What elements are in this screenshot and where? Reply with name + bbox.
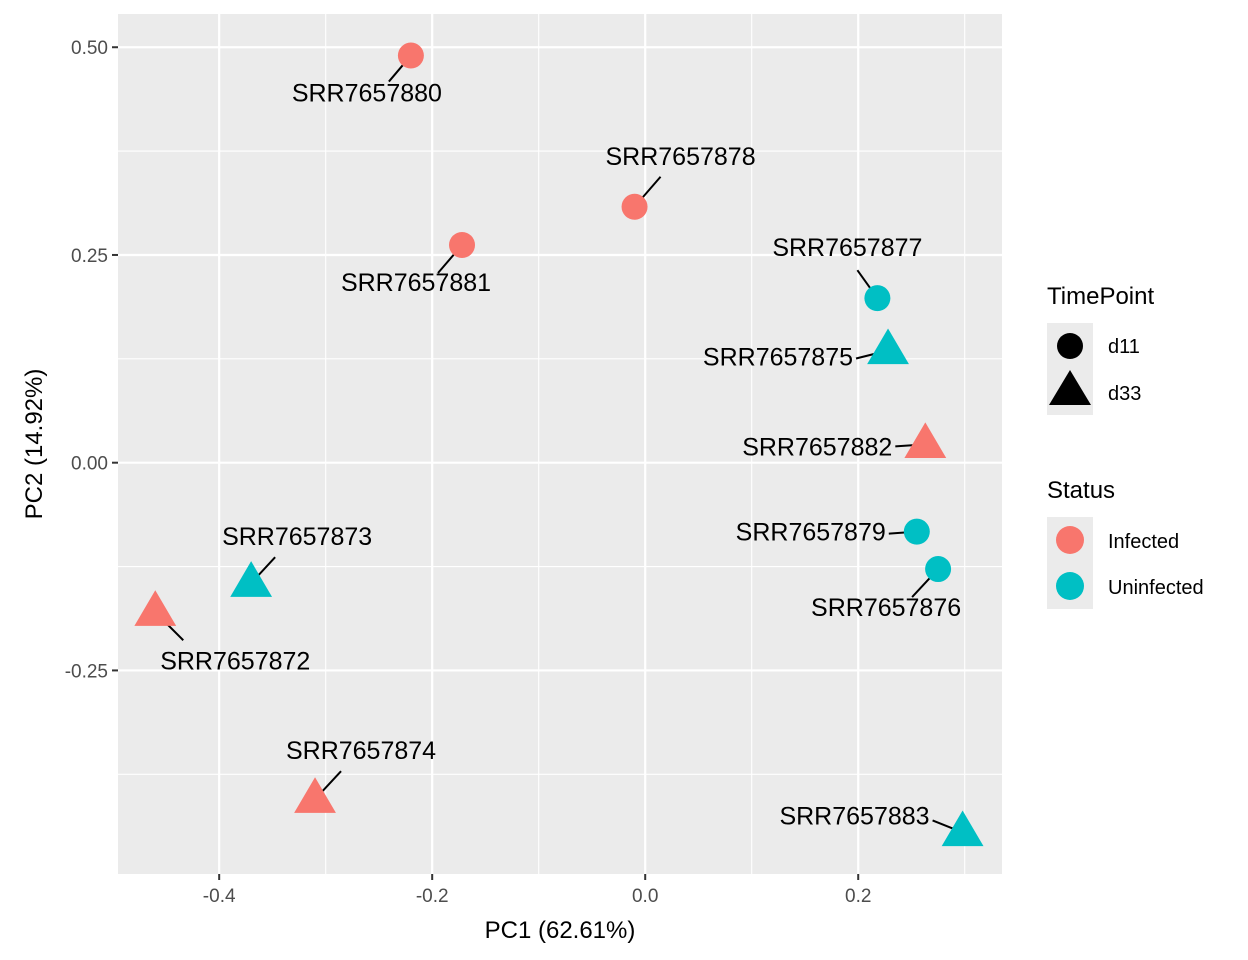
x-tick-label: -0.4 xyxy=(203,886,236,907)
x-tick-label: 0.2 xyxy=(845,886,871,907)
point-label: SRR7657879 xyxy=(736,519,886,547)
y-tick-label: 0.00 xyxy=(71,454,108,475)
x-tick-label: 0.0 xyxy=(632,886,658,907)
legend-key-circle xyxy=(1057,333,1083,359)
point-label: SRR7657880 xyxy=(292,80,442,108)
y-axis-title: PC2 (14.92%) xyxy=(21,369,48,520)
data-point-triangle xyxy=(941,810,984,847)
legend-label-uninfected: Uninfected xyxy=(1108,577,1204,599)
legend: TimePoint d11 d33 Status Infected Uninfected xyxy=(1047,283,1204,609)
data-points xyxy=(134,42,984,847)
data-point-circle xyxy=(903,518,930,545)
y-tick-label: 0.25 xyxy=(71,246,108,267)
legend-key-triangle xyxy=(1049,370,1091,405)
point-labels: SRR7657880 SRR7657878 SRR7657881 SRR7657877… xyxy=(160,80,961,831)
legend-key-uninfected xyxy=(1056,572,1084,600)
plot-panel xyxy=(118,14,1002,874)
major-grid xyxy=(118,14,1002,874)
legend-label-d33: d33 xyxy=(1108,383,1141,405)
data-point-circle xyxy=(449,231,476,258)
point-label: SRR7657883 xyxy=(779,802,929,830)
x-tick-label: -0.2 xyxy=(416,886,449,907)
data-point-triangle xyxy=(134,590,177,626)
legend-label-d11: d11 xyxy=(1108,336,1140,358)
point-label: SRR7657882 xyxy=(742,433,892,461)
y-tick-label: 0.50 xyxy=(71,38,108,59)
data-point-circle xyxy=(397,42,424,69)
data-point-triangle xyxy=(867,328,909,365)
data-point-triangle xyxy=(294,777,336,813)
data-point-triangle xyxy=(904,422,947,459)
x-axis: -0.4 -0.2 0.0 0.2 xyxy=(203,874,871,907)
point-label: SRR7657874 xyxy=(286,737,436,765)
legend-title-timepoint: TimePoint xyxy=(1047,283,1154,310)
minor-grid xyxy=(118,14,1002,874)
data-point-triangle xyxy=(230,561,273,597)
legend-key-infected xyxy=(1056,526,1084,554)
point-label: SRR7657872 xyxy=(160,647,310,675)
y-axis: -0.25 0.00 0.25 0.50 xyxy=(65,38,118,682)
point-label: SRR7657873 xyxy=(222,523,372,551)
point-label: SRR7657877 xyxy=(772,234,922,262)
legend-title-status: Status xyxy=(1047,477,1115,504)
data-point-circle xyxy=(864,285,891,312)
point-label: SRR7657878 xyxy=(605,143,755,171)
point-label: SRR7657875 xyxy=(703,344,853,372)
legend-label-infected: Infected xyxy=(1108,531,1179,553)
data-point-circle xyxy=(621,193,648,220)
point-label: SRR7657876 xyxy=(811,594,961,622)
point-label: SRR7657881 xyxy=(341,269,491,297)
y-tick-label: -0.25 xyxy=(65,661,108,682)
x-axis-title: PC1 (62.61%) xyxy=(485,917,636,944)
data-point-circle xyxy=(925,556,952,583)
